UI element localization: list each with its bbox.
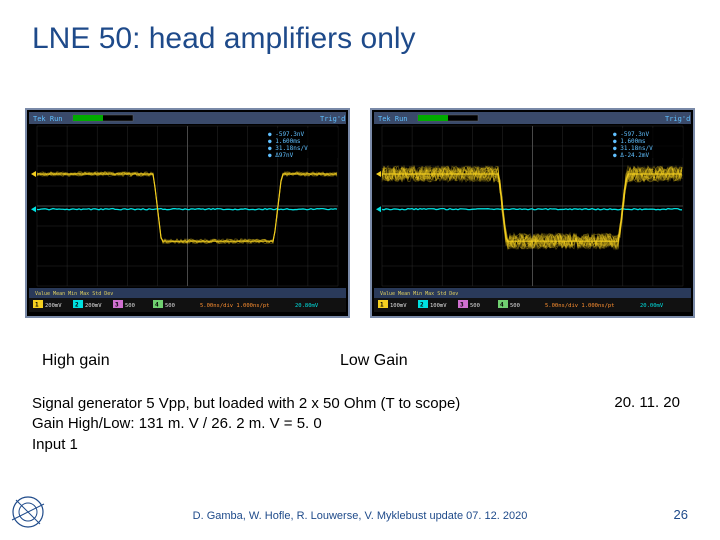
scope-svg-low: Tek Run Trig'd ● -597.3nV● 1.600ms● 31.18n… (370, 108, 695, 318)
svg-text:● Δ-24.2mV: ● Δ-24.2mV (613, 152, 650, 159)
svg-text:200mV: 200mV (45, 303, 62, 309)
svg-text:● -597.3nV: ● -597.3nV (613, 131, 650, 138)
svg-text:2: 2 (75, 302, 79, 309)
svg-text:2: 2 (420, 302, 424, 309)
svg-text:● 31.18ns/V: ● 31.18ns/V (268, 145, 308, 152)
label-high-gain: High gain (42, 352, 110, 370)
svg-text:● 1.600ms: ● 1.600ms (268, 138, 301, 145)
svg-text:● 31.18ns/V: ● 31.18ns/V (613, 145, 653, 152)
notes-line2: Gain High/Low: 131 m. V / 26. 2 m. V = 5… (32, 414, 460, 434)
svg-text:20.80mV: 20.80mV (295, 303, 319, 309)
svg-text:Value Mean Min Max Std: Value Mean Min Max Std Dev (380, 291, 458, 297)
svg-text:4: 4 (155, 302, 159, 309)
svg-text:3: 3 (115, 302, 119, 309)
scope-low-gain: Tek Run Trig'd ● -597.3nV● 1.600ms● 31.18n… (370, 108, 695, 318)
footer-authors: D. Gamba, W. Hofle, R. Louwerse, V. Mykl… (0, 510, 720, 522)
svg-text:Tek Run: Tek Run (33, 115, 63, 123)
svg-text:100mV: 100mV (430, 303, 447, 309)
svg-text:5.00ns/div 1.000ns/pt: 5.00ns/div 1.000ns/pt (200, 303, 270, 309)
notes-line3: Input 1 (32, 435, 460, 455)
notes-line1: Signal generator 5 Vpp, but loaded with … (32, 394, 460, 414)
svg-text:5.00ns/div 1.000ns/pt: 5.00ns/div 1.000ns/pt (545, 303, 615, 309)
svg-text:● 1.600ms: ● 1.600ms (613, 138, 646, 145)
svg-text:Value Mean Min Max Std: Value Mean Min Max Std Dev (35, 291, 113, 297)
signal-notes: Signal generator 5 Vpp, but loaded with … (32, 394, 460, 455)
slide-date: 20. 11. 20 (614, 394, 680, 411)
page-number: 26 (674, 507, 688, 522)
svg-text:Tek Run: Tek Run (378, 115, 408, 123)
svg-text:200mV: 200mV (85, 303, 102, 309)
scope-svg-high: Tek Run Trig'd ● -597.3nV● 1.600ms● 31.18n… (25, 108, 350, 318)
svg-text:500: 500 (510, 303, 520, 309)
svg-text:500: 500 (470, 303, 480, 309)
svg-text:100mV: 100mV (390, 303, 407, 309)
svg-text:20.00mV: 20.00mV (640, 303, 664, 309)
svg-text:500: 500 (125, 303, 135, 309)
label-low-gain: Low Gain (340, 352, 408, 370)
scope-row: Tek RunTrig'd● -597.3nV● 1.600ms● 31.18n… (25, 108, 695, 318)
scope-high-gain: Tek Run Trig'd ● -597.3nV● 1.600ms● 31.18n… (25, 108, 350, 318)
svg-text:4: 4 (500, 302, 504, 309)
svg-text:● Δ97nV: ● Δ97nV (268, 152, 294, 159)
svg-text:3: 3 (460, 302, 464, 309)
svg-text:● -597.3nV: ● -597.3nV (268, 131, 305, 138)
svg-text:1: 1 (380, 302, 384, 309)
svg-text:1: 1 (35, 302, 39, 309)
svg-text:500: 500 (165, 303, 175, 309)
slide-title: LNE 50: head amplifiers only (32, 22, 416, 56)
svg-text:Trig'd: Trig'd (320, 115, 345, 123)
svg-text:Trig'd: Trig'd (665, 115, 690, 123)
